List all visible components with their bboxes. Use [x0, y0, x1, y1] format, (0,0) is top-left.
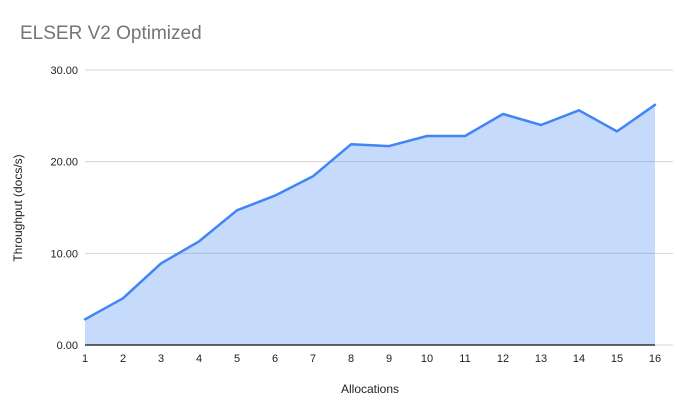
series-line: [83, 103, 657, 321]
y-tick-label: 30.00: [50, 65, 78, 77]
x-tick-label: 8: [348, 353, 354, 365]
x-tick-label: 15: [611, 353, 623, 365]
x-tick-label: 10: [421, 353, 433, 365]
x-tick-label: 12: [497, 353, 509, 365]
y-tick-label: 10.00: [50, 248, 78, 260]
y-tick-label: 20.00: [50, 157, 78, 169]
x-tick-label: 3: [158, 353, 164, 365]
x-tick-label: 5: [234, 353, 240, 365]
x-tick-label: 9: [386, 353, 392, 365]
x-tick-label: 4: [196, 353, 202, 365]
chart-title: ELSER V2 Optimized: [20, 23, 202, 44]
x-axis-title: Allocations: [340, 382, 400, 396]
x-tick-label: 14: [573, 353, 585, 365]
x-tick-label: 7: [310, 353, 316, 365]
y-axis-title: Throughput (docs/s): [11, 154, 25, 262]
series-area: [85, 104, 655, 345]
x-tick-label: 13: [535, 353, 547, 365]
x-tick-label: 6: [272, 353, 278, 365]
x-tick-label: 16: [649, 353, 661, 365]
x-tick-label: 11: [459, 353, 470, 365]
x-tick-label: 2: [120, 353, 126, 365]
x-tick-label: 1: [82, 353, 88, 365]
y-tick-label: 0.00: [57, 340, 78, 352]
